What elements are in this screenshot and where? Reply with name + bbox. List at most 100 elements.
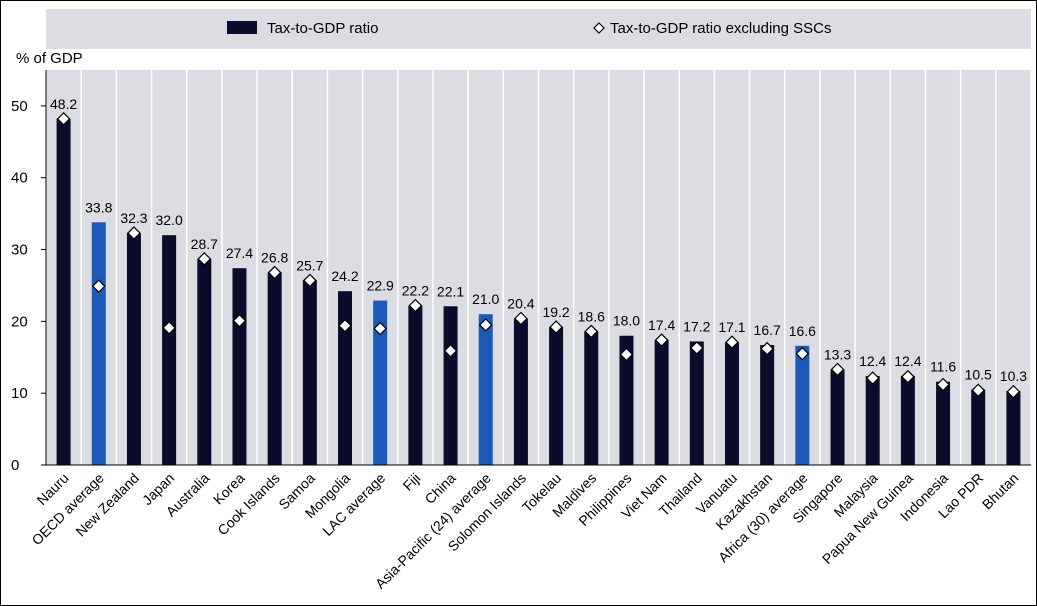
legend: Tax-to-GDP ratio Tax-to-GDP ratio exclud…: [227, 20, 831, 37]
value-label: 13.3: [824, 346, 851, 362]
value-label: 22.9: [367, 278, 394, 294]
bar: [724, 342, 739, 465]
legend-swatch-tax-to-gdp-ratio: [227, 21, 257, 34]
value-label: 33.8: [85, 199, 112, 215]
diamond-marker: [725, 335, 739, 350]
bar: [971, 389, 986, 465]
diamond-marker: [584, 324, 599, 339]
bar: [91, 222, 106, 465]
diamond-marker: [338, 318, 352, 333]
legend-label-tax-to-gdp-ratio-excluding-sscs: Tax-to-GDP ratio excluding SSCs: [610, 20, 831, 37]
bar: [1006, 391, 1021, 465]
bar: [900, 375, 915, 465]
diamond-marker: [971, 383, 986, 398]
legend-background: [46, 9, 1031, 49]
value-label: 24.2: [331, 268, 358, 284]
diamond-marker: [830, 362, 845, 377]
bar: [549, 327, 564, 465]
bar: [865, 375, 880, 465]
diamond-marker: [232, 313, 247, 328]
bar: [443, 306, 458, 465]
value-label: 11.6: [930, 359, 956, 375]
bar: [513, 318, 528, 465]
value-label: 22.2: [402, 283, 429, 299]
value-label: 16.7: [754, 322, 781, 338]
legend-swatch-diamond: [593, 22, 605, 34]
value-label: 12.4: [859, 353, 886, 369]
diamond-markers: [56, 111, 1021, 399]
value-label: 20.4: [507, 295, 534, 311]
value-label: 10.5: [965, 367, 992, 383]
y-tick-label: 0: [11, 457, 19, 474]
bar: [478, 314, 493, 465]
bar: [584, 331, 599, 465]
value-label: 27.4: [226, 245, 253, 261]
bar: [162, 235, 177, 465]
diamond-marker: [514, 311, 528, 326]
y-tick-label: 20: [11, 313, 28, 330]
category-label: Fiji: [400, 470, 424, 494]
bar: [338, 291, 353, 465]
value-label: 26.8: [261, 250, 288, 266]
bar: [654, 340, 669, 465]
bar: [373, 300, 388, 465]
diamond-marker: [760, 341, 775, 356]
value-label: 16.6: [789, 323, 816, 339]
value-label: 21.0: [472, 291, 499, 307]
value-label: 17.4: [648, 317, 675, 333]
diamond-marker: [56, 111, 71, 126]
diamond-marker: [936, 377, 950, 392]
diamond-marker: [127, 226, 141, 240]
value-label: 10.3: [1000, 368, 1027, 384]
diamond-marker: [901, 369, 915, 384]
bars: [56, 118, 1021, 465]
bar: [302, 280, 317, 465]
diamond-marker: [654, 333, 669, 347]
diamond-marker: [865, 371, 880, 385]
diamond-marker: [373, 321, 388, 336]
bar: [760, 345, 775, 465]
value-label: 18.6: [578, 308, 605, 324]
y-tick-label: 10: [11, 385, 28, 402]
value-label: 48.2: [50, 96, 77, 112]
diamond-marker: [478, 318, 493, 332]
bar: [126, 233, 141, 465]
diamond-marker: [408, 298, 423, 313]
value-label: 32.0: [156, 212, 183, 228]
bar: [619, 335, 634, 465]
bar: [830, 369, 845, 465]
diamond-marker: [619, 347, 634, 362]
value-label: 25.7: [296, 257, 323, 273]
bar: [795, 345, 810, 465]
diamond-marker: [1006, 384, 1021, 399]
value-label: 22.1: [437, 283, 464, 299]
bar: [56, 118, 71, 465]
diamond-marker: [162, 320, 176, 335]
y-axis: 0 10 20 30 40 50: [11, 70, 47, 474]
category-label: Bhutan: [979, 470, 1022, 513]
diamond-marker: [197, 252, 212, 266]
y-tick-label: 50: [11, 98, 28, 115]
diamond-marker: [91, 279, 106, 294]
bar: [267, 272, 282, 465]
diamond-marker: [549, 320, 563, 334]
diamond-marker: [443, 343, 458, 358]
value-label: 17.2: [683, 318, 710, 334]
diamond-marker: [302, 273, 317, 288]
value-label: 32.3: [120, 210, 147, 226]
value-label: 17.1: [718, 319, 745, 335]
diamond-marker: [689, 341, 704, 355]
bar: [689, 341, 704, 465]
value-labels: 48.2 33.8 32.3 32.0 28.7 27.4 26.8 25.7 24.2 22.9…: [50, 96, 1027, 384]
legend-label-tax-to-gdp-ratio: Tax-to-GDP ratio: [267, 20, 378, 37]
value-label: 28.7: [191, 236, 218, 252]
bar: [232, 268, 247, 465]
bar: [197, 258, 212, 465]
bar: [408, 305, 423, 465]
value-label: 12.4: [894, 353, 921, 369]
diamond-marker: [267, 265, 282, 280]
value-label: 18.0: [613, 313, 640, 329]
y-axis-unit-label: % of GDP: [16, 50, 83, 67]
